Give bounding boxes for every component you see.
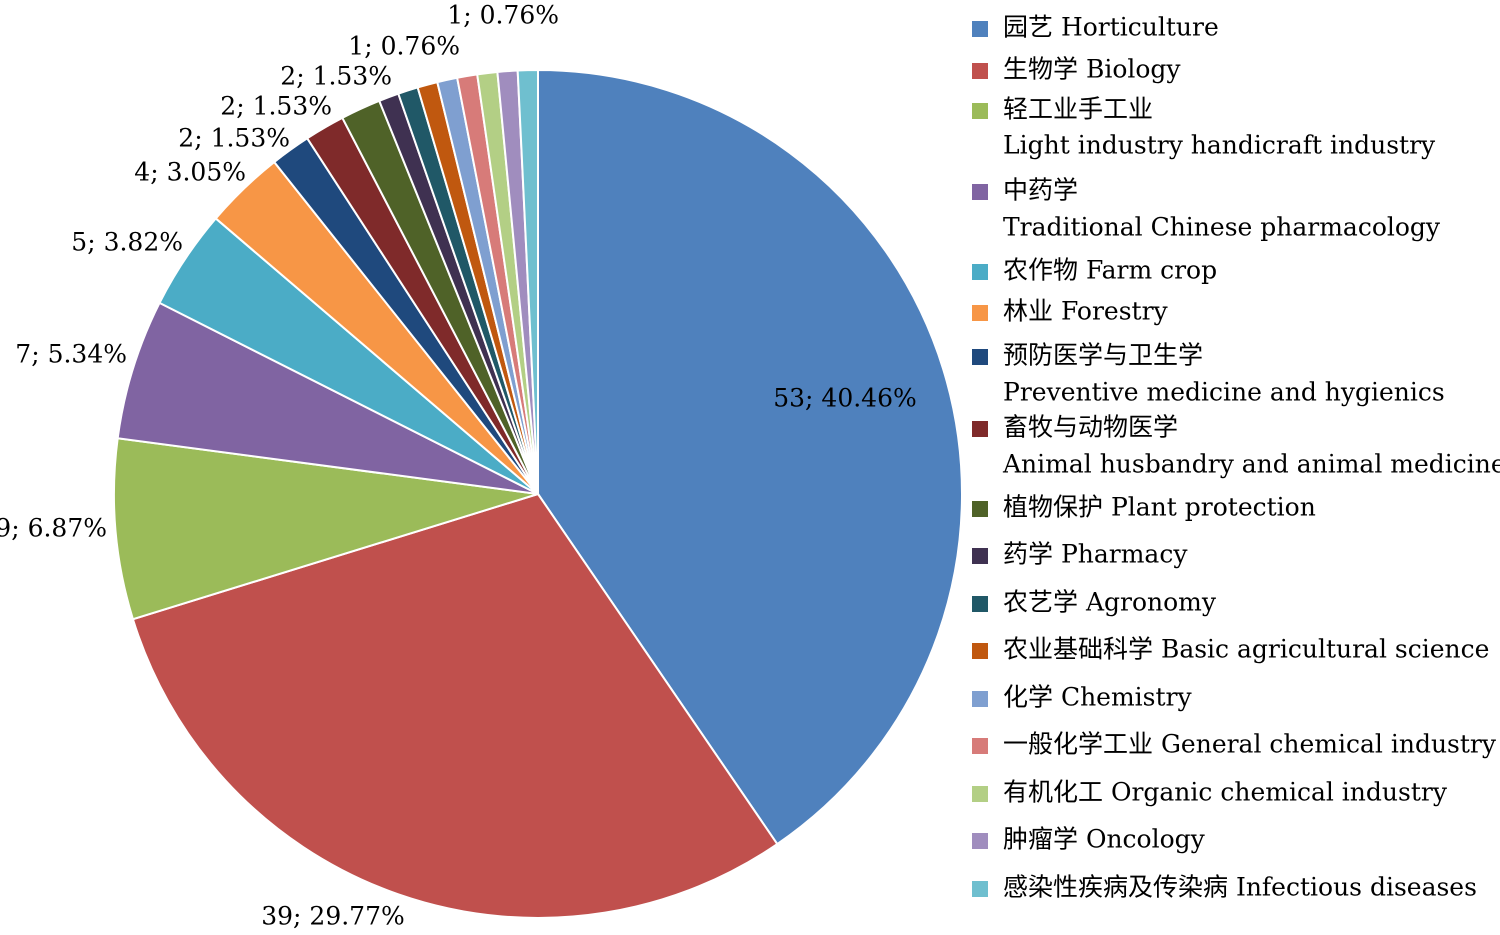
- legend-swatch: [972, 501, 988, 517]
- data-label-7: 2; 1.53%: [178, 124, 290, 153]
- legend-swatch: [972, 103, 988, 119]
- legend-swatch: [972, 264, 988, 280]
- legend-swatch: [972, 738, 988, 754]
- pie-slice-4: [116, 301, 539, 495]
- legend-label: 一般化学工业 General chemical industry: [1003, 730, 1497, 759]
- legend-item-1: 园艺 Horticulture: [972, 13, 1219, 42]
- legend-swatch: [972, 786, 988, 802]
- legend-label: 植物保护 Plant protection: [1003, 493, 1316, 522]
- legend-label-en: Light industry handicraft industry: [1003, 131, 1436, 160]
- legend-swatch: [972, 596, 988, 612]
- pie-slice-2: [131, 492, 779, 919]
- pie-slice-17: [516, 68, 539, 495]
- data-label-9: 2; 1.53%: [280, 62, 392, 91]
- legend-label-zh: 中药学: [1003, 176, 1078, 205]
- data-label-2: 39; 29.77%: [261, 902, 405, 931]
- pie-slices: [113, 68, 963, 919]
- data-label-16: 1; 0.76%: [348, 32, 460, 61]
- legend-item-8: 畜牧与动物医学 Animal husbandry and animal medic…: [972, 413, 1500, 479]
- pie-slice-1: [537, 68, 963, 846]
- legend-label: 有机化工 Organic chemical industry: [1003, 778, 1448, 807]
- legend-item-14: 一般化学工业 General chemical industry: [972, 730, 1497, 759]
- legend-item-12: 农业基础科学 Basic agricultural science: [972, 635, 1489, 664]
- legend-label: 生物学 Biology: [1003, 55, 1181, 84]
- legend-label: 肿瘤学 Oncology: [1003, 825, 1206, 854]
- legend-label: 农艺学 Agronomy: [1003, 588, 1217, 617]
- legend-item-5: 农作物 Farm crop: [972, 256, 1217, 285]
- legend-swatch: [972, 21, 988, 37]
- data-label-4: 7; 5.34%: [15, 340, 127, 369]
- legend-item-13: 化学 Chemistry: [972, 683, 1192, 712]
- legend-label: 农作物 Farm crop: [1003, 256, 1217, 285]
- legend-item-6: 林业 Forestry: [972, 297, 1169, 326]
- legend-swatch: [972, 305, 988, 321]
- legend-label: 药学 Pharmacy: [1003, 540, 1188, 569]
- data-label-8: 2; 1.53%: [220, 92, 332, 121]
- data-label-17: 1; 0.76%: [447, 1, 559, 30]
- legend-item-4: 中药学 Traditional Chinese pharmacology: [972, 176, 1441, 242]
- legend-item-17: 感染性疾病及传染病 Infectious diseases: [972, 873, 1477, 902]
- legend-item-9: 植物保护 Plant protection: [972, 493, 1316, 522]
- legend-item-15: 有机化工 Organic chemical industry: [972, 778, 1448, 807]
- legend-item-7: 预防医学与卫生学 Preventive medicine and hygienic…: [972, 341, 1445, 407]
- pie-slice-3: [113, 437, 539, 621]
- legend-swatch: [972, 833, 988, 849]
- data-label-1: 53; 40.46%: [773, 384, 917, 413]
- legend-label-zh: 轻工业手工业: [1003, 95, 1153, 124]
- legend: 园艺 Horticulture 生物学 Biology 轻工业手工业 Light in…: [972, 13, 1500, 902]
- legend-item-10: 药学 Pharmacy: [972, 540, 1188, 569]
- legend-label-en: Traditional Chinese pharmacology: [1003, 213, 1441, 242]
- legend-label: 化学 Chemistry: [1003, 683, 1192, 712]
- legend-item-16: 肿瘤学 Oncology: [972, 825, 1206, 854]
- legend-label: 农业基础科学 Basic agricultural science: [1003, 635, 1489, 664]
- legend-label-en: Animal husbandry and animal medicine: [1002, 450, 1500, 479]
- legend-swatch: [972, 548, 988, 564]
- legend-swatch: [972, 184, 988, 200]
- legend-swatch: [972, 881, 988, 897]
- legend-item-11: 农艺学 Agronomy: [972, 588, 1217, 617]
- legend-label-en: Preventive medicine and hygienics: [1003, 378, 1445, 407]
- pie-data-labels: 53; 40.46% 39; 29.77% 9; 6.87% 7; 5.34% 5; 3…: [0, 1, 917, 931]
- legend-label-zh: 畜牧与动物医学: [1003, 413, 1178, 442]
- legend-swatch: [972, 349, 988, 365]
- data-label-5: 5; 3.82%: [71, 228, 183, 257]
- legend-swatch: [972, 63, 988, 79]
- legend-item-3: 轻工业手工业 Light industry handicraft industry: [972, 95, 1436, 160]
- legend-label-zh: 预防医学与卫生学: [1003, 341, 1203, 370]
- legend-label: 林业 Forestry: [1003, 297, 1169, 326]
- legend-swatch: [972, 421, 988, 437]
- legend-label: 园艺 Horticulture: [1003, 13, 1219, 42]
- data-label-3: 9; 6.87%: [0, 514, 107, 543]
- legend-swatch: [972, 643, 988, 659]
- legend-swatch: [972, 691, 988, 707]
- data-label-6: 4; 3.05%: [134, 158, 246, 187]
- legend-label: 感染性疾病及传染病 Infectious diseases: [1003, 873, 1477, 902]
- legend-item-2: 生物学 Biology: [972, 55, 1181, 84]
